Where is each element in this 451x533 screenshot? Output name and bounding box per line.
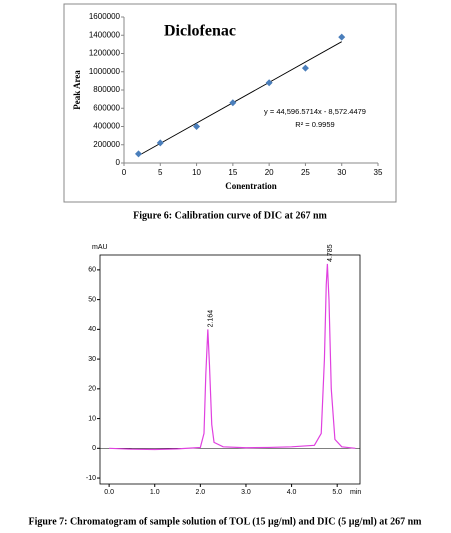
figure-caption: Figure 7: Chromatogram of sample solutio… — [28, 516, 422, 527]
plot-frame — [99, 254, 361, 485]
y-axis-label: mAU — [92, 244, 108, 251]
x-tick-label: 2.0 — [195, 489, 205, 496]
x-tick-label: 5 — [158, 168, 163, 177]
y-tick-label: 20 — [88, 386, 96, 393]
y-tick-label: 1200000 — [89, 49, 121, 58]
data-point — [265, 79, 273, 87]
chart-title: Diclofenac — [164, 23, 236, 40]
data-point — [301, 64, 309, 72]
y-axis-label: Peak Area — [72, 70, 82, 110]
y-tick-label: 0 — [116, 158, 121, 167]
y-tick-label: 0 — [92, 445, 96, 452]
data-point — [338, 33, 346, 41]
x-tick-label: 30 — [337, 168, 346, 177]
peak-label: 4.785 — [327, 244, 334, 262]
y-tick-label: 1400000 — [89, 30, 121, 39]
data-point — [229, 99, 237, 107]
y-tick-label: 1000000 — [89, 67, 121, 76]
x-tick-label: 0 — [122, 168, 127, 177]
trendline-equation: y = 44,596.5714x - 8,572.4479 — [264, 107, 366, 116]
y-tick-label: 10 — [88, 415, 96, 422]
y-tick-label: 50 — [88, 296, 96, 303]
y-tick-label: 1600000 — [89, 12, 121, 21]
x-tick-label: 20 — [265, 168, 274, 177]
y-tick-label: 600000 — [93, 103, 120, 112]
x-tick-label: 5.0 — [332, 489, 342, 496]
y-tick-label: 40 — [88, 326, 96, 333]
x-axis-label: Conentration — [225, 181, 277, 191]
x-axis-label: min — [350, 489, 361, 496]
y-tick-label: -10 — [86, 475, 96, 482]
chromatogram-line — [109, 263, 356, 451]
x-tick-label: 10 — [192, 168, 201, 177]
r-squared: R² = 0.9959 — [295, 120, 334, 129]
x-tick-label: 25 — [301, 168, 310, 177]
x-tick-label: 15 — [228, 168, 237, 177]
data-point — [135, 150, 143, 158]
y-tick-label: 400000 — [93, 122, 120, 131]
x-tick-label: 4.0 — [287, 489, 297, 496]
x-tick-label: 0.0 — [104, 489, 114, 496]
x-tick-label: 3.0 — [241, 489, 251, 496]
data-point — [193, 123, 201, 130]
y-tick-label: 800000 — [93, 85, 120, 94]
y-tick-label: 200000 — [93, 140, 120, 149]
figure-caption: Figure 6: Calibration curve of DIC at 26… — [133, 210, 327, 221]
data-point — [156, 139, 164, 147]
x-tick-label: 1.0 — [150, 489, 160, 496]
peak-label: 2.164 — [208, 310, 215, 328]
chart-frame — [63, 3, 397, 203]
trendline — [138, 41, 342, 157]
x-tick-label: 35 — [374, 168, 383, 177]
y-tick-label: 60 — [88, 267, 96, 274]
y-tick-label: 30 — [88, 356, 96, 363]
